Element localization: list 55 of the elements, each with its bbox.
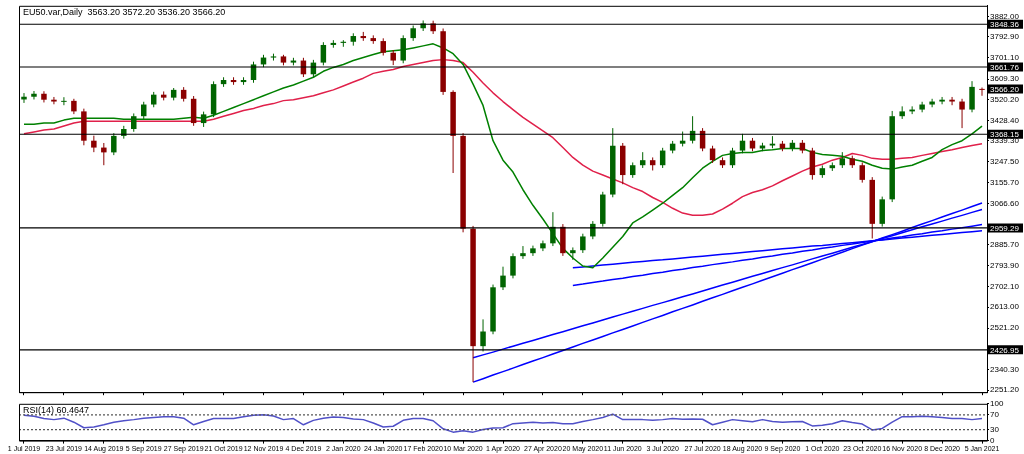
annotation: 3566.20 xyxy=(990,84,1020,94)
y-tick-label: 2340.30 xyxy=(990,364,1020,374)
candlestick xyxy=(580,233,586,254)
candlestick xyxy=(939,96,945,105)
candlestick xyxy=(739,133,746,154)
y-tick-label: 3428.40 xyxy=(990,115,1020,125)
candlestick xyxy=(101,142,107,166)
candlestick xyxy=(61,96,67,106)
candlestick xyxy=(979,87,985,97)
candlestick xyxy=(530,245,536,257)
candlestick xyxy=(480,318,486,352)
candlestick xyxy=(949,96,955,106)
y-tick-label: 2521.20 xyxy=(990,323,1020,333)
candlestick xyxy=(31,90,37,100)
y-tick-label: 3520.20 xyxy=(990,94,1020,104)
ref-line-label: 2426.95 xyxy=(990,345,1020,355)
y-tick-label: 2613.00 xyxy=(990,302,1020,312)
candlestick xyxy=(131,112,137,133)
ref-line-label: 2959.29 xyxy=(990,223,1020,233)
y-tick-label: 3066.60 xyxy=(990,198,1020,208)
candlestick xyxy=(111,132,117,156)
y-tick-label: 30 xyxy=(990,424,1000,434)
chart-title: EU50.var,Daily 3563.20 3572.20 3536.20 3566.20 xyxy=(23,6,226,17)
y-tick-label: 2251.20 xyxy=(990,385,1020,395)
y-tick-label: 3882.00 xyxy=(990,11,1020,21)
candlestick xyxy=(320,41,327,66)
candlestick xyxy=(51,96,57,105)
candlestick xyxy=(520,245,526,260)
candlestick xyxy=(959,98,965,129)
y-tick-label: 3701.10 xyxy=(990,53,1020,63)
y-tick-label: 3247.50 xyxy=(990,157,1020,167)
y-tick-label: 3609.30 xyxy=(990,74,1020,84)
candlestick xyxy=(550,211,556,247)
candlestick xyxy=(540,240,546,252)
candlestick xyxy=(969,80,975,113)
candlestick xyxy=(41,90,47,103)
y-tick-label: 2702.10 xyxy=(990,282,1020,292)
candlestick xyxy=(929,98,935,108)
y-tick-label: 2885.70 xyxy=(990,239,1020,249)
y-tick-label: 2793.90 xyxy=(990,260,1020,270)
ref-line-label: 3661.76 xyxy=(990,62,1020,72)
candlestick xyxy=(400,34,406,64)
candlestick xyxy=(570,246,576,261)
candlestick xyxy=(919,101,925,113)
y-tick-label: 3155.70 xyxy=(990,178,1020,188)
y-tick-label: 0 xyxy=(990,435,995,445)
y-tick-label: 70 xyxy=(990,410,1000,420)
candlestick xyxy=(859,161,865,184)
y-tick-label: 3792.90 xyxy=(990,32,1020,42)
candlestick xyxy=(510,252,516,279)
ref-line-label: 3848.36 xyxy=(990,19,1020,29)
candlestick xyxy=(500,266,506,291)
chart-title: RSI(14) 60.4647 xyxy=(23,404,90,415)
ref-line-label: 3368.15 xyxy=(990,129,1020,139)
y-tick-label: 100 xyxy=(990,399,1004,408)
